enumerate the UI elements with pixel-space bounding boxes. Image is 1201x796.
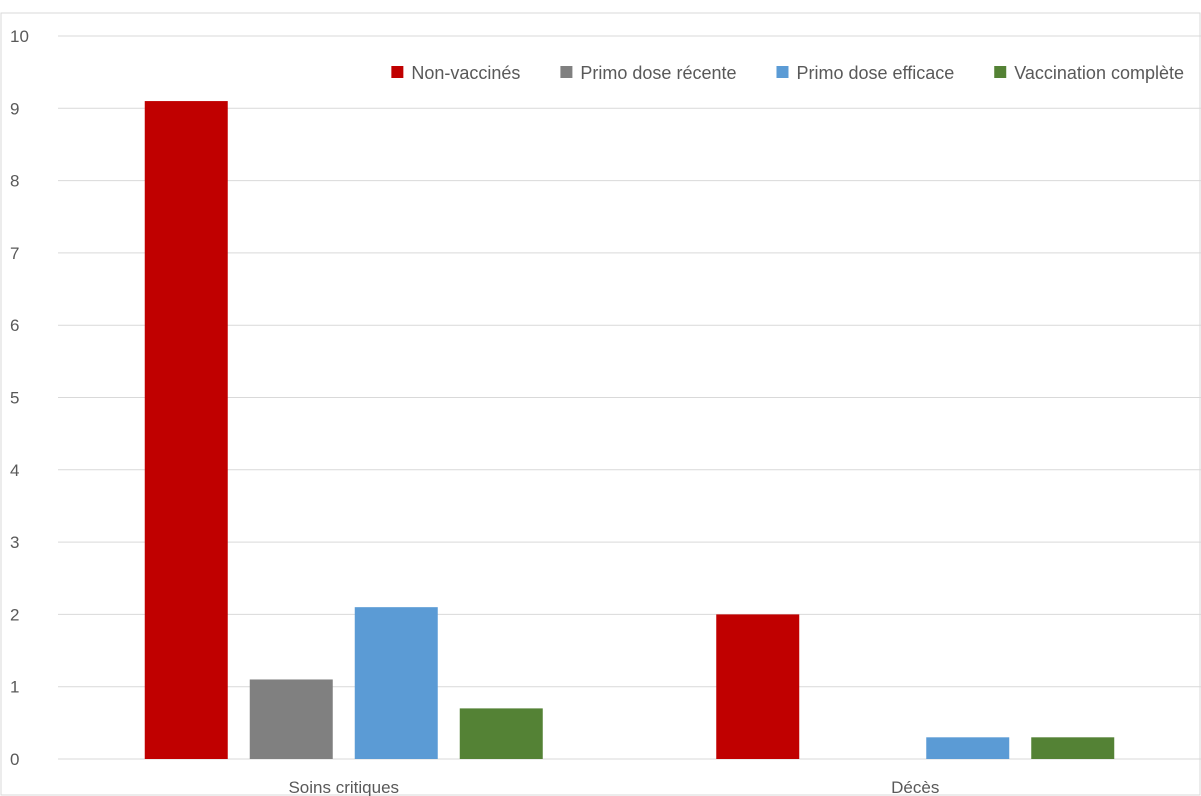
bar — [926, 737, 1010, 759]
legend-item: Primo dose efficace — [776, 63, 954, 83]
bar — [1031, 737, 1115, 759]
legend-item: Non-vaccinés — [391, 63, 520, 83]
bar — [459, 708, 543, 759]
y-tick-label: 4 — [10, 461, 19, 480]
y-tick-label: 10 — [10, 27, 29, 46]
y-tick-label: 1 — [10, 678, 19, 697]
x-category-label: Soins critiques — [288, 778, 399, 796]
y-tick-label: 6 — [10, 316, 19, 335]
bars — [144, 101, 1115, 759]
legend-item: Primo dose récente — [560, 63, 736, 83]
legend: Non-vaccinés Primo dose récente Primo dose… — [391, 63, 1184, 83]
y-tick-label: 3 — [10, 533, 19, 552]
gridlines — [58, 35, 1201, 760]
y-tick-label: 7 — [10, 244, 19, 263]
y-tick-label: 9 — [10, 99, 19, 118]
y-tick-label: 0 — [10, 750, 19, 769]
legend-swatch — [994, 66, 1007, 78]
y-tick-label: 5 — [10, 389, 19, 408]
y-axis-ticks: 0 1 2 3 4 5 6 7 8 9 10 — [10, 27, 29, 769]
legend-swatch — [391, 66, 404, 78]
legend-label: Non-vaccinés — [411, 63, 520, 83]
bar — [144, 101, 228, 759]
y-tick-label: 8 — [10, 172, 19, 191]
legend-label: Primo dose récente — [580, 63, 736, 83]
legend-swatch — [560, 66, 573, 78]
legend-item: Vaccination complète — [994, 63, 1184, 83]
bar — [249, 679, 333, 759]
legend-label: Primo dose efficace — [796, 63, 954, 83]
y-tick-label: 2 — [10, 605, 19, 624]
x-category-label: Décès — [891, 778, 939, 796]
legend-label: Vaccination complète — [1014, 63, 1184, 83]
bar — [354, 607, 438, 759]
bar — [716, 614, 800, 759]
legend-swatch — [776, 66, 789, 78]
x-axis-labels: Soins critiques Décès — [288, 778, 939, 796]
